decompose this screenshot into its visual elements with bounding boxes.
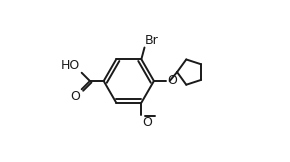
Text: HO: HO xyxy=(61,59,80,72)
Text: O: O xyxy=(142,116,152,128)
Text: Br: Br xyxy=(145,34,159,47)
Text: O: O xyxy=(70,90,80,103)
Text: O: O xyxy=(167,75,177,87)
